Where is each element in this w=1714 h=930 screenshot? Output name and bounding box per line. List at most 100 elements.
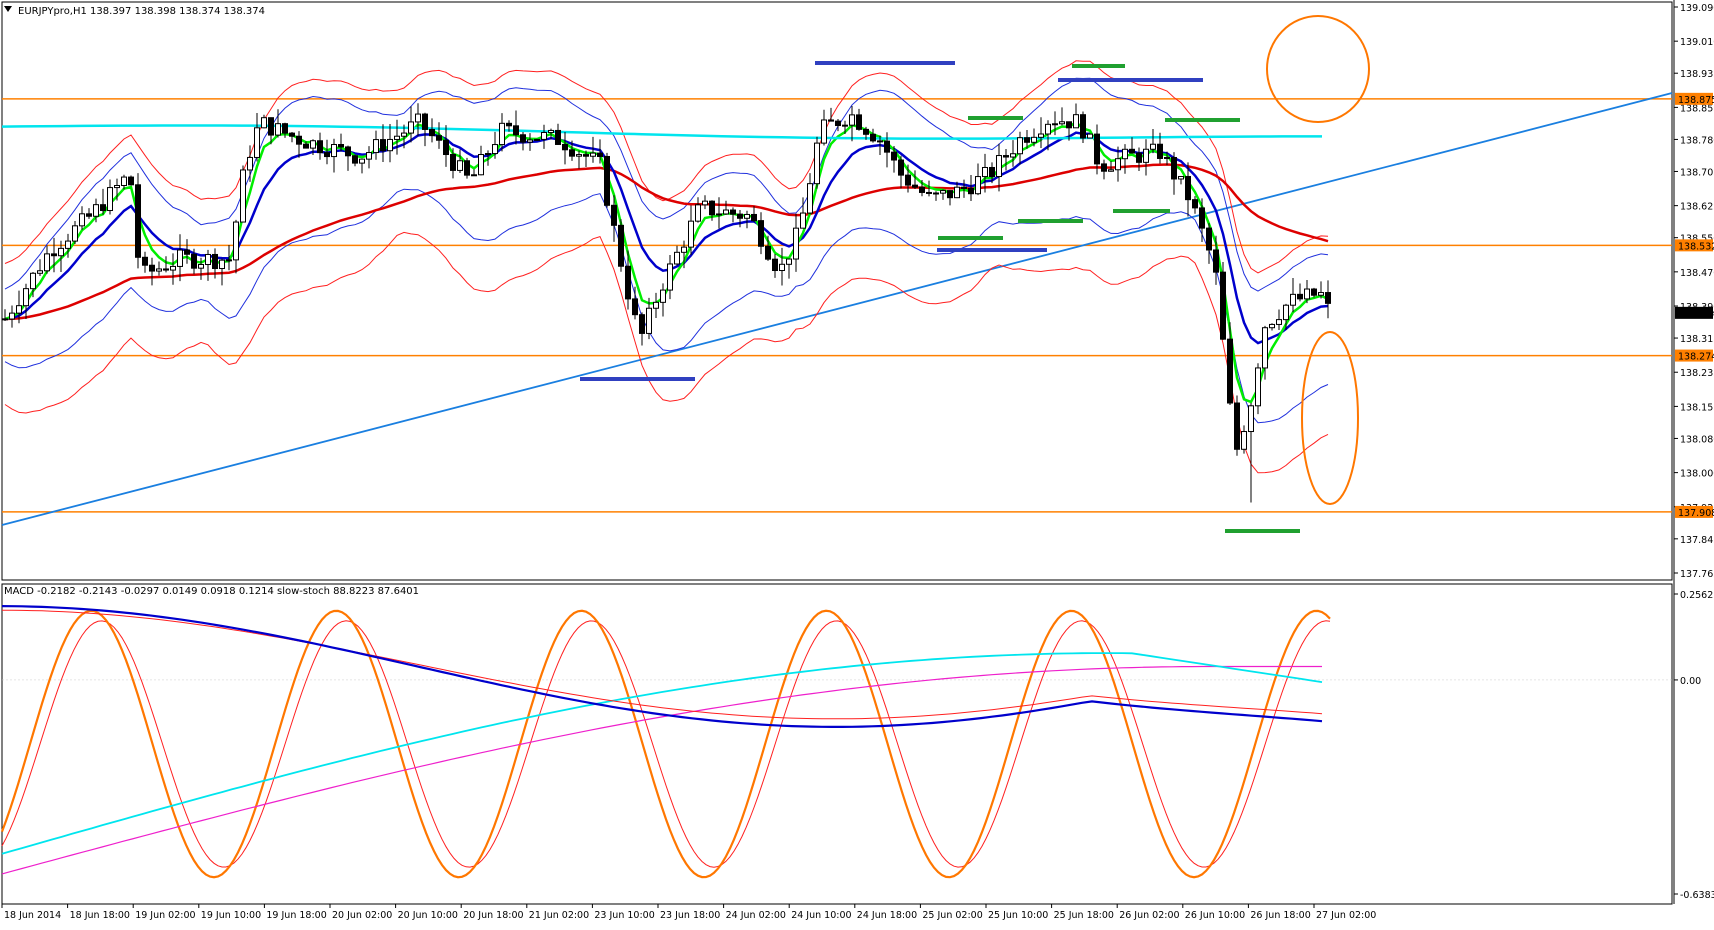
candle-bull	[44, 253, 50, 272]
candle-bull	[1290, 293, 1296, 306]
candle-bull	[590, 152, 596, 157]
candle-bear	[1192, 199, 1198, 209]
time-tick-label: 18 Jun 2014	[4, 910, 61, 921]
macd-main-line	[1, 605, 1323, 728]
candle-bear	[338, 144, 344, 148]
candle-bull	[485, 153, 491, 156]
candle-bear	[422, 113, 428, 130]
candle-bear	[184, 249, 190, 255]
main-info-label: EURJPYpro,H1 138.397 138.398 138.374 138…	[18, 6, 265, 17]
candle-bear	[947, 190, 953, 199]
price-tick-label: 139.010	[1680, 37, 1714, 48]
price-tick-label: 138.855	[1680, 103, 1714, 114]
candle-bear	[289, 132, 295, 137]
candle-bear	[604, 155, 610, 206]
time-tick-label: 25 Jun 18:00	[1054, 910, 1114, 921]
candle-bull	[646, 307, 652, 334]
price-tick-label: 137.765	[1680, 569, 1714, 580]
candle-bull	[233, 221, 239, 261]
candle-bear	[1311, 288, 1317, 296]
price-tag-label: 138.374	[1678, 309, 1714, 320]
candle-bear	[1003, 155, 1009, 158]
candle-bear	[618, 224, 624, 267]
candle-bull	[408, 121, 414, 134]
candle-bear	[1080, 114, 1086, 139]
candle-bull	[478, 154, 484, 176]
candle-bear	[877, 140, 883, 143]
candle-bear	[1234, 402, 1240, 450]
stoch-main-line	[0, 609, 1331, 879]
candle-bear	[583, 154, 589, 157]
candle-bear	[450, 154, 456, 171]
candle-bear	[1227, 338, 1233, 404]
candle-bull	[548, 129, 554, 134]
time-tick-label: 18 Jun 18:00	[70, 910, 130, 921]
candle-bull	[723, 209, 729, 215]
candle-bear	[86, 213, 92, 217]
candle-bear	[1185, 175, 1191, 201]
candle-bear	[1094, 133, 1100, 165]
candle-bear	[429, 128, 435, 137]
candle-bull	[779, 263, 785, 272]
candle-bull	[16, 305, 22, 314]
macd-signal-line	[2, 609, 1323, 720]
candle-bear	[891, 151, 897, 161]
price-tag-box	[1675, 349, 1713, 362]
candle-bull	[1045, 123, 1051, 135]
price-tag-label: 138.875	[1678, 95, 1714, 106]
candle-bear	[464, 160, 470, 176]
candle-bull	[793, 227, 799, 260]
price-tick-label: 138.000	[1680, 469, 1714, 480]
candle-bull	[310, 140, 316, 149]
time-tick-label: 25 Jun 02:00	[922, 910, 982, 921]
bollinger-lower-outer	[4, 231, 1329, 474]
window-menu-icon[interactable]	[4, 6, 12, 12]
ema-long-line	[1, 124, 1322, 140]
candle-bear	[163, 268, 169, 271]
candle-bear	[625, 265, 631, 300]
candle-bear	[737, 213, 743, 219]
candle-bear	[149, 264, 155, 272]
macd-stoch-subwindow	[0, 605, 1672, 879]
candle-bear	[632, 298, 638, 316]
main-price-window[interactable]	[1, 1, 1673, 581]
candle-bear	[324, 152, 330, 158]
candle-bull	[1017, 137, 1023, 155]
candle-bull	[1143, 148, 1149, 163]
candle-bull	[37, 270, 43, 274]
candle-bull	[93, 204, 99, 217]
candle-bull	[107, 187, 113, 212]
candle-bull	[842, 124, 848, 127]
time-tick-label: 26 Jun 10:00	[1185, 910, 1245, 921]
candle-bull	[156, 268, 162, 272]
candle-bear	[296, 135, 302, 145]
candle-bull	[1164, 156, 1170, 159]
candle-bull	[1241, 431, 1247, 450]
candle-bear	[765, 245, 771, 260]
candle-bear	[597, 152, 603, 157]
candle-bull	[653, 301, 659, 309]
candle-bear	[611, 204, 617, 226]
candle-bear	[443, 139, 449, 156]
candle-bear	[555, 129, 561, 145]
price-tick-label: 138.315	[1680, 334, 1714, 345]
candle-bull	[247, 156, 253, 171]
candle-bull	[1150, 143, 1156, 150]
candle-bull	[275, 123, 281, 136]
candle-bull	[786, 258, 792, 265]
candle-bull	[359, 158, 365, 164]
indicator-tick-label: 0.00	[1680, 676, 1701, 687]
candle-bear	[912, 184, 918, 188]
candle-bull	[695, 204, 701, 222]
candle-bear	[513, 125, 519, 136]
candle-bull	[23, 288, 29, 307]
candle-bull	[58, 247, 64, 257]
candle-bull	[373, 139, 379, 154]
candle-bear	[905, 174, 911, 186]
candle-bull	[702, 200, 708, 206]
time-tick-label: 19 Jun 18:00	[266, 910, 326, 921]
candle-bull	[65, 240, 71, 249]
candle-bear	[1101, 163, 1107, 172]
